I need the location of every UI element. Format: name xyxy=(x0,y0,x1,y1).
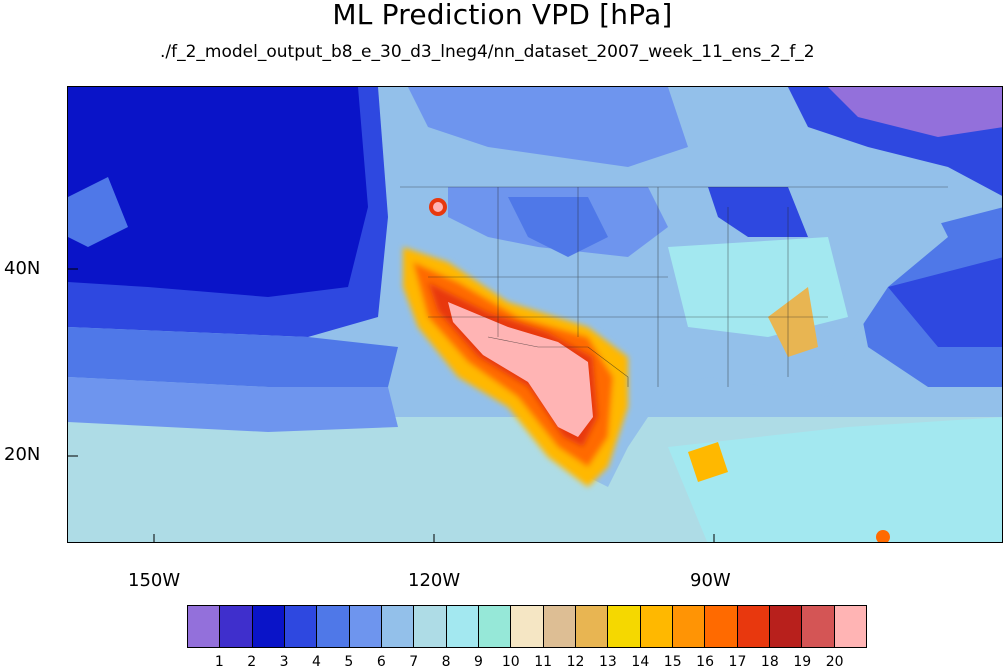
arctic-patch xyxy=(828,87,1002,137)
color-legend-label: 3 xyxy=(279,654,289,670)
color-legend-bar xyxy=(187,605,867,648)
color-legend-swatch xyxy=(769,606,803,647)
pacific-light-region xyxy=(68,377,398,432)
vpd-field-map xyxy=(68,87,1002,542)
color-legend-label: 1 xyxy=(214,654,224,670)
central-america-warm xyxy=(688,442,728,482)
map-title: ML Prediction VPD [hPa] xyxy=(332,0,673,31)
color-legend-label: 2 xyxy=(247,654,257,670)
color-legend-swatch xyxy=(511,606,544,647)
color-legend-label: 10 xyxy=(501,654,520,670)
eastern-us xyxy=(668,237,848,337)
color-legend-swatch xyxy=(414,606,447,647)
lon-tick-label: 150W xyxy=(128,570,181,591)
color-legend-swatch xyxy=(252,606,285,647)
color-legend-swatch xyxy=(672,606,706,647)
color-legend-label: 5 xyxy=(344,654,354,670)
map-ticks xyxy=(68,268,715,542)
color-legend-swatch xyxy=(317,606,350,647)
atlantic-dark xyxy=(888,257,1002,347)
color-legend-swatch xyxy=(608,606,641,647)
color-legend-label: 14 xyxy=(631,654,650,670)
southeast-warm-patch xyxy=(768,287,818,357)
political-boundaries xyxy=(400,186,948,387)
color-legend-swatch xyxy=(284,606,318,647)
pacific-patch xyxy=(68,177,128,247)
caribbean-region xyxy=(668,417,1002,542)
pacific-darkest-region xyxy=(68,87,368,297)
color-legend-label: 20 xyxy=(825,654,844,670)
lat-tick-label: 20N xyxy=(4,444,41,465)
lat-tick-label: 40N xyxy=(4,258,41,279)
south-edge-warm xyxy=(876,530,890,542)
color-legend-label: 18 xyxy=(760,654,779,670)
color-legend-swatch xyxy=(834,606,866,647)
color-legend-swatch xyxy=(543,606,576,647)
color-legend-swatch xyxy=(705,606,738,647)
color-legend-swatch xyxy=(737,606,770,647)
color-legend-label: 11 xyxy=(534,654,553,670)
pacific-mid-region xyxy=(68,327,398,387)
color-legend-label: 12 xyxy=(566,654,585,670)
rockies-dark xyxy=(508,197,608,257)
dry-zone-core xyxy=(448,302,593,437)
map-subtitle: ./f_2_model_output_b8_e_30_d3_lneg4/nn_d… xyxy=(160,42,815,62)
lon-tick-label: 120W xyxy=(408,570,461,591)
great-lakes-region xyxy=(708,187,808,237)
color-legend-swatch xyxy=(446,606,479,647)
color-legend-swatch xyxy=(640,606,673,647)
color-legend-swatch xyxy=(188,606,221,647)
map-panel xyxy=(67,86,1003,543)
color-legend-swatch xyxy=(220,606,253,647)
color-legend-swatch xyxy=(802,606,835,647)
lon-tick-label: 90W xyxy=(690,570,731,591)
color-legend-label: 6 xyxy=(376,654,386,670)
color-legend-swatch xyxy=(478,606,512,647)
color-legend-label: 8 xyxy=(441,654,451,670)
color-legend-label: 15 xyxy=(663,654,682,670)
color-legend-label: 7 xyxy=(409,654,419,670)
canada-north xyxy=(408,87,688,167)
color-legend-swatch xyxy=(575,606,609,647)
color-legend-label: 17 xyxy=(728,654,747,670)
color-legend-label: 19 xyxy=(793,654,812,670)
color-legend-swatch xyxy=(381,606,415,647)
color-legend-label: 4 xyxy=(312,654,321,670)
color-legend-label: 16 xyxy=(696,654,714,670)
oregon-hotspot-core xyxy=(433,202,443,212)
color-legend-label: 9 xyxy=(473,654,483,670)
color-legend-label: 13 xyxy=(599,654,617,670)
color-legend-swatch xyxy=(349,606,382,647)
